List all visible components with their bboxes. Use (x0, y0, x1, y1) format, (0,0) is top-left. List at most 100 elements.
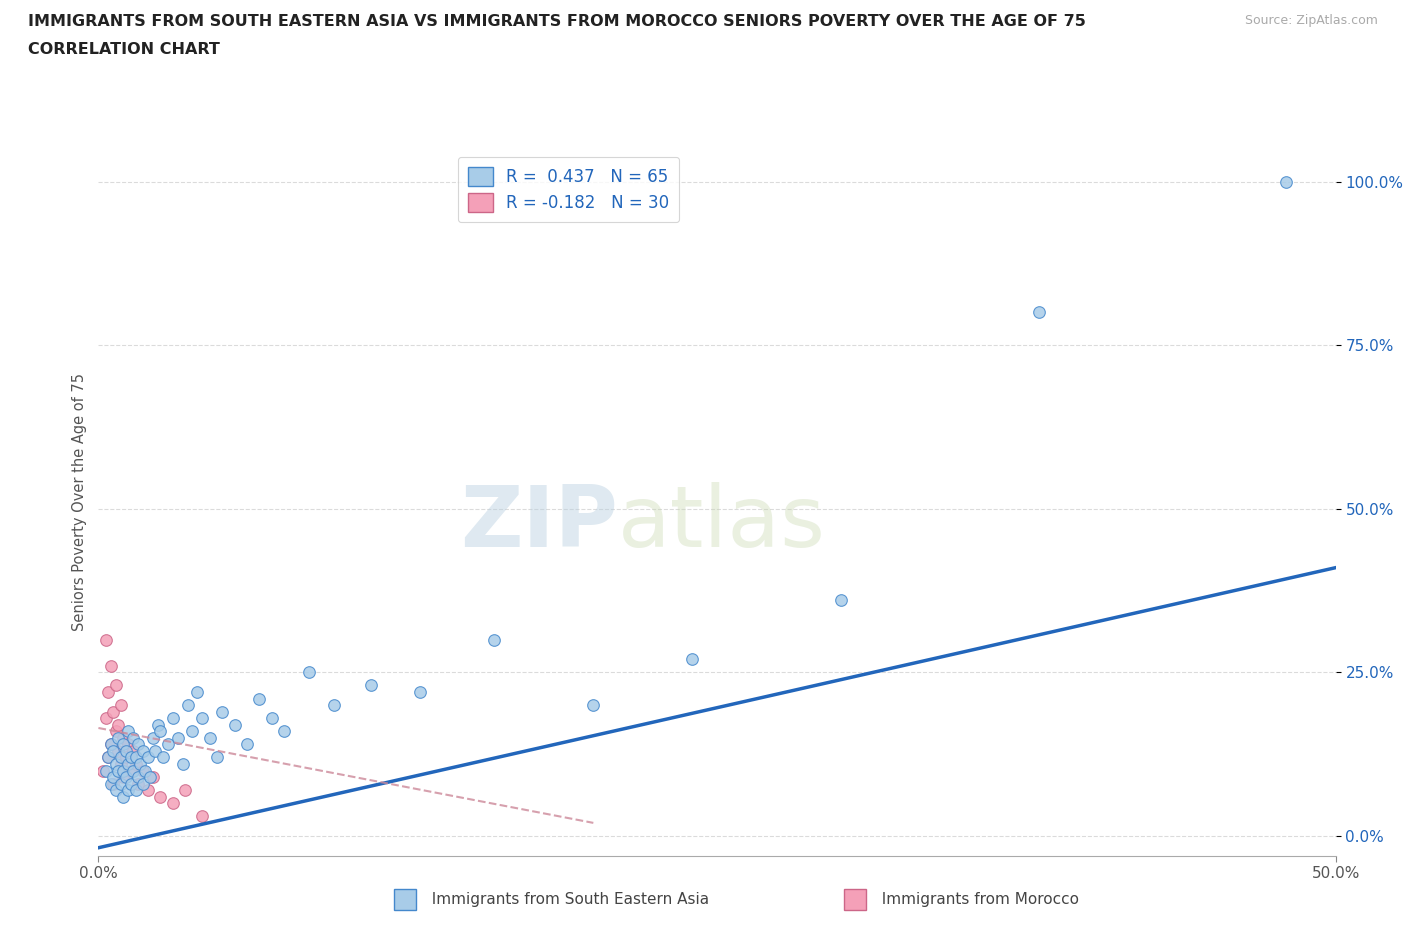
Point (142, 730, 165, 745)
Point (132, 777, 155, 791)
Point (100, 658, 122, 673)
Point (224, 717, 246, 732)
Text: CORRELATION CHART: CORRELATION CHART (28, 42, 219, 57)
Point (322, 698, 344, 712)
Point (146, 717, 169, 732)
Text: atlas: atlas (619, 482, 827, 565)
Point (107, 743, 129, 758)
Text: ZIP: ZIP (460, 482, 619, 565)
Point (122, 764, 145, 778)
Point (136, 750, 159, 764)
Text: IMMIGRANTS FROM SOUTH EASTERN ASIA VS IMMIGRANTS FROM MOROCCO SENIORS POVERTY OV: IMMIGRANTS FROM SOUTH EASTERN ASIA VS IM… (28, 14, 1085, 29)
Point (142, 770, 165, 785)
Point (211, 704, 233, 719)
Point (107, 730, 129, 745)
Point (127, 737, 149, 751)
Point (104, 783, 127, 798)
Point (104, 724, 127, 738)
Point (104, 678, 127, 693)
Point (112, 770, 135, 785)
Point (104, 756, 127, 771)
Point (110, 756, 132, 771)
Point (176, 698, 198, 712)
Point (181, 724, 204, 738)
Point (149, 724, 172, 738)
Point (409, 684, 432, 699)
Text: Immigrants from Morocco: Immigrants from Morocco (872, 892, 1078, 907)
Legend: R =  0.437   N = 65, R = -0.182   N = 30: R = 0.437 N = 65, R = -0.182 N = 30 (458, 157, 679, 222)
Point (124, 750, 146, 764)
Point (681, 652, 703, 667)
Point (132, 743, 155, 758)
Point (94, 764, 117, 778)
Point (134, 764, 156, 778)
Point (136, 783, 159, 798)
Point (117, 737, 139, 751)
Point (152, 750, 174, 764)
Point (110, 698, 132, 712)
Point (122, 743, 145, 758)
Point (132, 764, 155, 778)
Point (114, 770, 136, 785)
Y-axis label: Seniors Poverty Over the Age of 75: Seniors Poverty Over the Age of 75 (72, 373, 87, 631)
Point (830, 593, 852, 608)
Point (100, 737, 122, 751)
Point (107, 717, 129, 732)
Point (484, 632, 506, 647)
Point (110, 777, 132, 791)
Point (174, 783, 197, 798)
Point (260, 711, 283, 725)
Point (112, 764, 135, 778)
Point (114, 750, 136, 764)
Point (127, 770, 149, 785)
Point (162, 796, 184, 811)
Point (186, 684, 208, 699)
Point (120, 777, 142, 791)
Point (129, 756, 152, 771)
Point (110, 750, 132, 764)
Point (1028, 305, 1050, 320)
Point (112, 730, 135, 745)
Point (236, 737, 259, 751)
Point (117, 724, 139, 738)
Point (117, 756, 139, 771)
Point (94, 632, 117, 647)
Point (112, 737, 135, 751)
Point (103, 770, 125, 785)
Point (124, 783, 146, 798)
Point (149, 790, 172, 804)
Point (114, 743, 136, 758)
Point (103, 704, 125, 719)
Point (273, 724, 295, 738)
Point (120, 764, 142, 778)
Point (198, 730, 221, 745)
Point (97, 750, 120, 764)
Point (117, 783, 139, 798)
Point (97, 750, 120, 764)
Point (100, 777, 122, 791)
Point (172, 756, 194, 771)
Point (94, 711, 117, 725)
Text: Immigrants from South Eastern Asia: Immigrants from South Eastern Asia (422, 892, 709, 907)
Point (100, 737, 122, 751)
Point (120, 750, 142, 764)
Point (97, 684, 120, 699)
Point (93, 764, 115, 778)
Text: Source: ZipAtlas.com: Source: ZipAtlas.com (1244, 14, 1378, 27)
Point (143, 743, 166, 758)
Point (582, 698, 605, 712)
Point (112, 790, 135, 804)
Point (1275, 174, 1298, 189)
Point (247, 691, 270, 706)
Point (107, 764, 129, 778)
Point (122, 730, 145, 745)
Point (191, 711, 214, 725)
Point (360, 678, 382, 693)
Point (103, 777, 125, 791)
Point (298, 665, 321, 680)
Point (139, 770, 162, 785)
Point (103, 743, 125, 758)
Point (205, 750, 228, 764)
Point (127, 777, 149, 791)
Point (191, 809, 214, 824)
